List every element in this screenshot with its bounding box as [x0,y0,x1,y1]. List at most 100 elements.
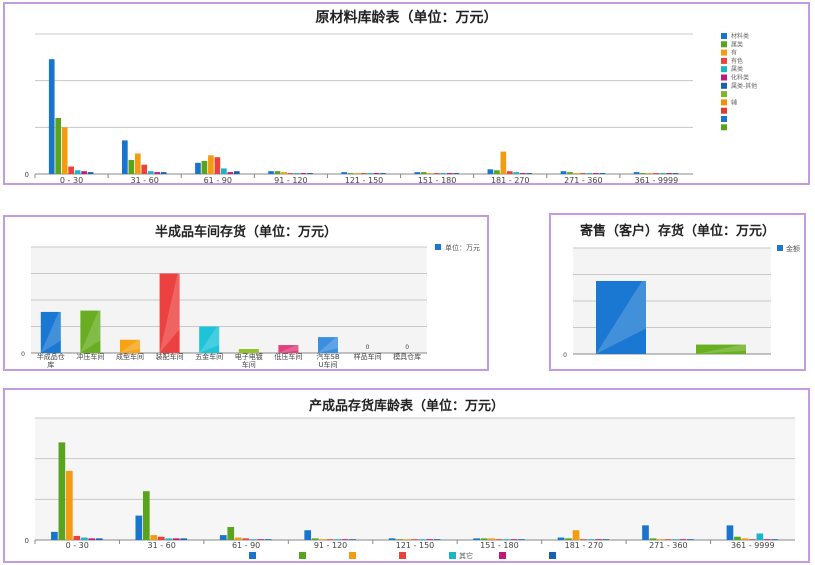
raw-materials-panel: 原材料库龄表（单位：万元） 0 - 30 31 - 60 61 - 90 91 - 1… [3,2,810,185]
legend-swatch [721,33,727,39]
bar [659,173,666,174]
legend-label: 属类 [731,40,743,48]
bar [557,537,565,540]
bar [480,538,488,540]
bar [58,442,66,540]
x-tick-label: 61 - 90 [204,176,232,183]
bar [642,525,649,540]
bar [446,173,453,174]
x-tick-label: 91 - 120 [314,541,347,550]
legend-swatch [721,49,727,56]
legend-swatch [499,552,506,559]
bar [649,538,657,540]
data-label: 0 [366,344,370,351]
bar [195,162,201,174]
legend-swatch [435,244,441,250]
bar [653,173,659,174]
y-tick-label: 0 [563,352,567,359]
bar [373,173,380,174]
x-tick-label: 151 - 180 [418,176,457,183]
x-tick-label: 361 - 9999 [731,541,775,550]
legend-label: 属类-其他 [731,82,757,90]
consignment-title: 寄售（客户）存货（单位：万元） [579,224,775,239]
legend-swatch [721,57,727,64]
bar [741,538,749,540]
bar [238,349,259,353]
legend-swatch [721,74,727,81]
bar [602,539,610,540]
bar [311,538,319,540]
x-tick-label: 31 - 60 [147,541,175,550]
x-tick-label: 271 - 360 [564,176,603,183]
legend-label: 材料类 [731,32,749,40]
legend-label: 化料类 [731,74,749,82]
bar [120,339,140,353]
bar [580,539,587,540]
bar [150,535,158,540]
bar [418,539,426,540]
legend-swatch [721,91,727,98]
consignment-chart: 0 金额 [563,244,800,359]
legend-label: 金额 [786,244,800,253]
bar [473,538,480,540]
x-tick-label: U车间 [318,360,337,369]
x-tick-label: 成型车间 [116,352,144,361]
bar [526,173,533,174]
bar [318,337,338,353]
bar [66,470,73,540]
wip-panel: 半成品车间存货（单位：万元） 半成品仓库 冲压车间 成型车间 装配车间 五金车间 电子电镀… [3,215,489,371]
bar [573,173,580,174]
x-tick-label: 车间 [242,360,256,369]
bar [433,539,441,540]
finished-goods-title: 产成品存货库龄表（单位：万元） [308,399,504,414]
bar [165,538,173,540]
bar [433,173,440,174]
x-tick-label: 271 - 360 [649,541,688,550]
bar [672,173,679,174]
legend-label: 有 [731,49,737,57]
bar-highlight [199,326,220,353]
legend-swatch [399,552,406,559]
legend-swatch [777,245,783,251]
raw-materials-title: 原材料库龄表（单位：万元） [315,10,498,26]
x-tick-label: 31 - 60 [130,176,158,183]
consignment-panel: 寄售（客户）存货（单位：万元） 0 金额 [549,213,806,371]
legend-label: 其它 [459,551,473,560]
bar [734,536,741,540]
bar [672,539,679,540]
bar [403,539,411,540]
bar [633,172,640,174]
bar [388,538,396,540]
bar-highlight [120,339,140,353]
bar [74,170,81,174]
bar [679,539,687,540]
bar [586,173,593,174]
x-tick-label: 半成品仓 [37,352,65,361]
bar-highlight [80,310,101,353]
bar [122,140,128,174]
x-tick-label: 电子电镀 [235,352,263,361]
bar [326,539,334,540]
bar [159,273,180,353]
bar [300,173,307,174]
bar [587,539,595,540]
bar [227,172,234,174]
y-tick-label: 0 [25,171,29,179]
bar [503,539,510,540]
bar [640,173,646,174]
bar [519,173,526,174]
finished-goods-panel: 产成品存货库龄表（单位：万元） 0 - 30 31 - 60 61 - 90 91 -… [3,388,810,563]
x-tick-label: 五金车间 [195,352,223,361]
bar [427,173,434,174]
bar [580,173,586,174]
bar [68,166,74,174]
x-tick-label: 181 - 270 [565,541,604,550]
bar [696,344,746,354]
bar [506,171,513,174]
legend-swatch [299,552,306,559]
legend-swatch [721,116,727,122]
legend-swatch [449,552,456,559]
bar-highlight [318,337,338,353]
bar [567,172,573,174]
x-tick-label: 冲压车间 [76,352,104,361]
